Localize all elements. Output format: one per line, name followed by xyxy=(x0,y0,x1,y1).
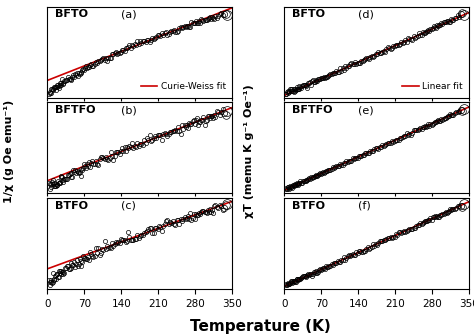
Text: BTFO: BTFO xyxy=(55,201,88,211)
Text: Temperature (K): Temperature (K) xyxy=(191,319,331,334)
Text: χT (memu K g⁻¹ Oe⁻¹): χT (memu K g⁻¹ Oe⁻¹) xyxy=(244,84,254,218)
Text: BFTFO: BFTFO xyxy=(55,105,95,115)
Text: BTFO: BTFO xyxy=(292,201,325,211)
Text: (d): (d) xyxy=(358,9,374,19)
Text: BFTO: BFTO xyxy=(55,9,88,19)
Legend: Curie-Weiss fit: Curie-Weiss fit xyxy=(139,81,228,93)
Text: BFTFO: BFTFO xyxy=(292,105,332,115)
Text: (f): (f) xyxy=(358,201,371,211)
Text: 1/χ (g Oe emu⁻¹): 1/χ (g Oe emu⁻¹) xyxy=(3,99,14,203)
Legend: Linear fit: Linear fit xyxy=(401,81,465,93)
Text: (c): (c) xyxy=(121,201,137,211)
Text: BFTO: BFTO xyxy=(292,9,325,19)
Text: (e): (e) xyxy=(358,105,374,115)
Text: (b): (b) xyxy=(121,105,137,115)
Text: (a): (a) xyxy=(121,9,137,19)
